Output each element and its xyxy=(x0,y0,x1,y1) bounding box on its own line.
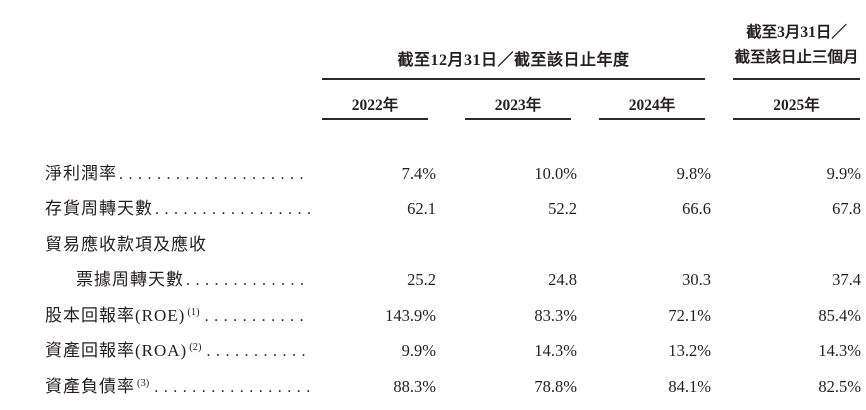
row-value-2024: 84.1% xyxy=(668,376,711,396)
row-value-2023: 83.3% xyxy=(534,305,577,325)
row-label-cell: 票據周轉天數..................................… xyxy=(45,265,322,290)
row-value-2022: 9.9% xyxy=(401,341,436,360)
row-label-cell: 存貨周轉天數..................................… xyxy=(45,194,322,219)
column-group-annual-text: 截至12月31日／截至該日止年度 xyxy=(397,52,630,69)
row-footnote-superscript: (2) xyxy=(189,342,202,353)
dot-leader: ........................................… xyxy=(206,343,310,360)
table-body: 淨利潤率....................................… xyxy=(45,148,862,397)
column-group-quarterly-label: 截至3月31日／ 截至該日止三個月 xyxy=(733,20,860,80)
row-label: 票據周轉天數 xyxy=(76,270,184,289)
row-value-2024: 9.8% xyxy=(676,163,711,183)
row-label: 淨利潤率 xyxy=(45,163,117,183)
row-label-cell: 淨利潤率....................................… xyxy=(45,159,322,184)
row-value-2023: 52.2 xyxy=(548,199,577,218)
row-label: 資產負債率 xyxy=(45,376,135,396)
year-header-2022: 2022年 xyxy=(322,93,437,120)
row-label: 貿易應收款項及應收 xyxy=(45,234,207,254)
dot-leader: ........................................… xyxy=(204,307,310,325)
row-value-2022: 143.9% xyxy=(385,305,436,325)
row-label-cell: 貿易應收款項及應收...............................… xyxy=(45,230,322,255)
row-label-cell: 股本回報率(ROE)(1)...........................… xyxy=(45,301,322,326)
row-value-2022: 7.4% xyxy=(401,163,436,183)
table-row: 資產回報率(ROA)(2)...........................… xyxy=(45,326,862,362)
row-value-2022: 62.1 xyxy=(407,199,436,218)
row-value-2025: 82.5% xyxy=(818,376,861,396)
row-value-2025: 85.4% xyxy=(818,305,861,325)
table-year-headers: 2022年 2023年 2024年 2025年 xyxy=(45,93,862,120)
year-header-2024: 2024年 xyxy=(578,93,712,120)
table-row: 淨利潤率....................................… xyxy=(45,148,862,184)
table-row: 存貨周轉天數..................................… xyxy=(45,184,862,220)
dot-leader: ........................................… xyxy=(154,378,310,396)
column-group-quarterly-text-line1: 截至3月31日／ xyxy=(746,24,847,41)
column-group-quarterly: 截至3月31日／ 截至該日止三個月 xyxy=(712,20,862,80)
row-value-2024: 30.3 xyxy=(682,270,711,289)
column-group-annual: 截至12月31日／截至該日止年度 xyxy=(322,46,712,80)
table-row: 貿易應收款項及應收...............................… xyxy=(45,219,862,255)
table-header-groups: 截至12月31日／截至該日止年度 截至3月31日／ 截至該日止三個月 xyxy=(45,20,862,80)
row-value-2025: 67.8 xyxy=(832,199,861,218)
column-group-quarterly-text-line2: 截至該日止三個月 xyxy=(734,49,859,66)
dot-leader: ........................................… xyxy=(186,272,310,289)
row-value-2024: 72.1% xyxy=(668,305,711,325)
row-value-2025: 9.9% xyxy=(826,163,861,183)
year-label-spacer xyxy=(45,93,322,120)
dot-leader: ........................................… xyxy=(155,201,310,218)
table-row: 股本回報率(ROE)(1)...........................… xyxy=(45,290,862,326)
row-footnote-superscript: (3) xyxy=(137,377,150,389)
row-value-2025: 14.3% xyxy=(818,341,861,360)
row-footnote-superscript: (1) xyxy=(187,306,200,318)
table-row: 票據周轉天數..................................… xyxy=(45,255,862,291)
row-value-2023: 78.8% xyxy=(534,376,577,396)
column-group-annual-label: 截至12月31日／截至該日止年度 xyxy=(322,46,705,80)
year-header-2023: 2023年 xyxy=(437,93,578,120)
year-header-2025: 2025年 xyxy=(712,93,862,120)
dot-leader: ........................................… xyxy=(119,165,310,183)
row-value-2022: 88.3% xyxy=(393,376,436,396)
row-value-2023: 14.3% xyxy=(534,341,577,360)
row-value-2024: 66.6 xyxy=(682,199,711,218)
row-value-2023: 24.8 xyxy=(548,270,577,289)
row-value-2025: 37.4 xyxy=(832,270,861,289)
financial-ratios-table: 截至12月31日／截至該日止年度 截至3月31日／ 截至該日止三個月 2022年… xyxy=(45,0,862,397)
row-label-cell: 資產回報率(ROA)(2)...........................… xyxy=(45,336,322,361)
row-value-2022: 25.2 xyxy=(407,270,436,289)
row-label-cell: 資產負債率(3)................................… xyxy=(45,372,322,397)
row-value-2023: 10.0% xyxy=(534,163,577,183)
row-value-2024: 13.2% xyxy=(668,341,711,360)
row-label: 存貨周轉天數 xyxy=(45,199,153,218)
table-row: 資產負債率(3)................................… xyxy=(45,361,862,397)
row-label: 股本回報率(ROE) xyxy=(45,305,186,325)
row-label: 資產回報率(ROA) xyxy=(45,341,188,360)
